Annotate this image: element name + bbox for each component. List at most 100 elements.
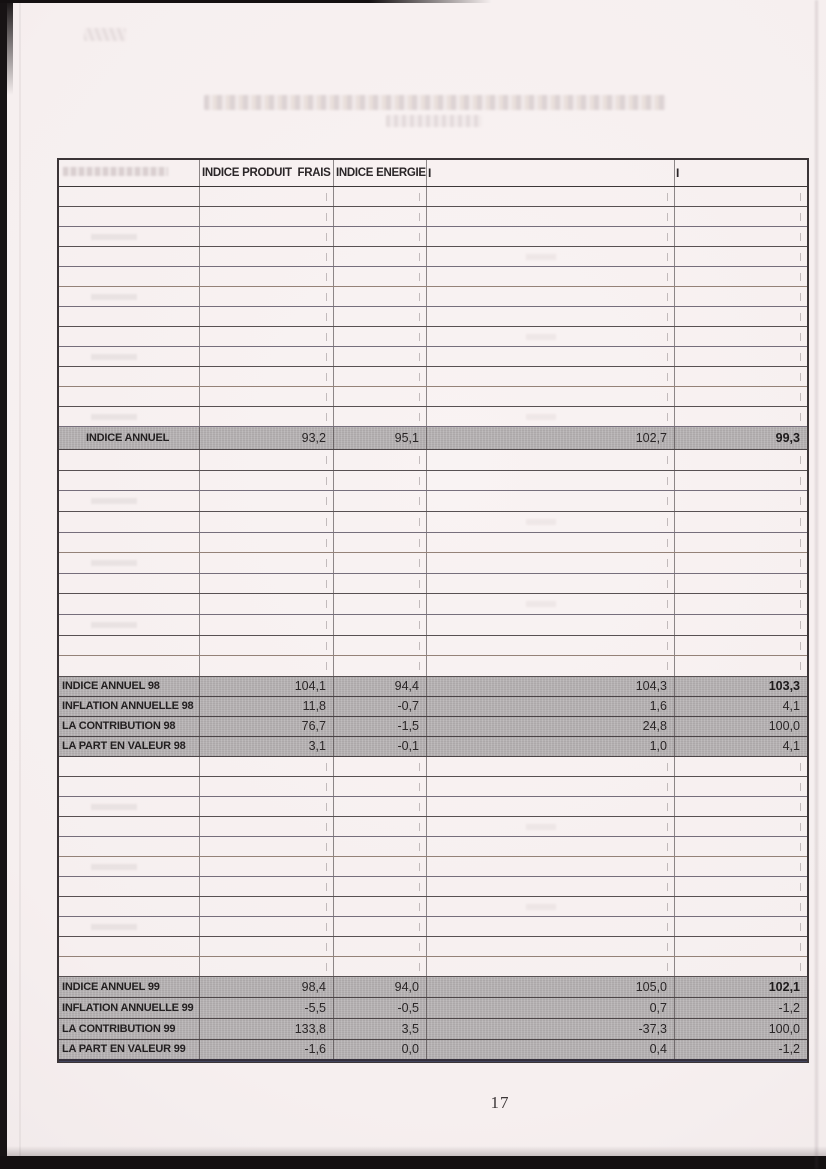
empty-cell bbox=[200, 511, 334, 532]
value-total: -1,2 bbox=[778, 1000, 800, 1015]
empty-cell bbox=[334, 796, 427, 816]
empty-table-row bbox=[59, 756, 807, 777]
empty-cell bbox=[675, 837, 807, 856]
empty-cell bbox=[427, 367, 675, 386]
empty-cell bbox=[59, 615, 200, 635]
empty-table-row bbox=[59, 553, 807, 574]
empty-cell bbox=[200, 796, 334, 816]
empty-table-row bbox=[59, 327, 807, 347]
empty-cell bbox=[200, 450, 334, 470]
empty-cell bbox=[427, 836, 675, 856]
empty-cell bbox=[59, 247, 200, 266]
summary-row-indice-annuel: INDICE ANNUEL 93,2 95,1 102,7 99,3 bbox=[59, 427, 807, 450]
value-col4: 1,0 bbox=[427, 736, 675, 756]
summary-row-inflation-annuelle-98: INFLATION ANNUELLE 98 11,8 -0,7 1,6 4,1 bbox=[59, 696, 807, 717]
empty-cell bbox=[59, 956, 200, 976]
empty-cell bbox=[200, 347, 334, 366]
empty-cell bbox=[59, 470, 200, 491]
header-cell-indice-energie: INDICE ENERGIE bbox=[334, 160, 427, 186]
value-col4: -37,3 bbox=[427, 1018, 675, 1039]
empty-cell bbox=[427, 511, 675, 532]
empty-cell bbox=[200, 876, 334, 896]
empty-cell bbox=[59, 856, 200, 876]
empty-cell bbox=[675, 817, 807, 836]
scan-edge-bottom-shadow bbox=[7, 1146, 826, 1156]
empty-table-row bbox=[59, 656, 807, 677]
empty-cell bbox=[427, 387, 675, 406]
value-energie: -0,1 bbox=[334, 736, 427, 756]
value-col4: 0,4 bbox=[427, 1039, 675, 1059]
empty-cell bbox=[200, 896, 334, 916]
empty-cell bbox=[59, 450, 200, 470]
empty-cell bbox=[427, 267, 675, 286]
empty-cell bbox=[334, 307, 427, 326]
empty-cell bbox=[675, 615, 807, 635]
empty-cell bbox=[334, 615, 427, 635]
empty-table-row bbox=[59, 836, 807, 857]
value-total: 4,1 bbox=[782, 739, 800, 754]
empty-cell bbox=[427, 470, 675, 491]
empty-cell bbox=[675, 471, 807, 491]
row-label: LA CONTRIBUTION 99 bbox=[59, 1018, 200, 1039]
row-label: LA PART EN VALEUR 99 bbox=[59, 1039, 200, 1059]
empty-cell bbox=[675, 656, 807, 676]
value-total: 103,3 bbox=[768, 679, 800, 694]
empty-cell bbox=[427, 615, 675, 635]
empty-cell bbox=[334, 207, 427, 226]
empty-table-row bbox=[59, 287, 807, 307]
empty-cell bbox=[675, 450, 807, 470]
empty-cell bbox=[334, 836, 427, 856]
empty-table-row bbox=[59, 307, 807, 327]
value-total: -1,2 bbox=[778, 1042, 800, 1057]
empty-rows-section-2 bbox=[59, 450, 807, 677]
empty-cell bbox=[334, 407, 427, 426]
empty-cell bbox=[59, 553, 200, 573]
empty-cell bbox=[427, 876, 675, 896]
empty-cell bbox=[675, 387, 807, 406]
empty-cell bbox=[427, 573, 675, 594]
empty-table-row bbox=[59, 532, 807, 554]
empty-cell bbox=[427, 776, 675, 796]
row-label: INFLATION ANNUELLE 98 bbox=[59, 696, 200, 716]
empty-cell bbox=[334, 635, 427, 656]
empty-cell bbox=[59, 367, 200, 386]
empty-cell bbox=[59, 267, 200, 286]
value-energie: 94,4 bbox=[334, 676, 427, 696]
empty-cell bbox=[675, 491, 807, 511]
empty-cell bbox=[427, 635, 675, 656]
empty-cell bbox=[200, 776, 334, 796]
empty-cell bbox=[59, 327, 200, 346]
empty-cell bbox=[200, 816, 334, 836]
value-produit-frais: -1,6 bbox=[200, 1039, 334, 1059]
value-produit-frais: 11,8 bbox=[200, 696, 334, 716]
empty-table-row bbox=[59, 615, 807, 636]
empty-cell bbox=[200, 307, 334, 326]
empty-table-row bbox=[59, 916, 807, 937]
summary-row-la-contribution-99: LA CONTRIBUTION 99 133,8 3,5 -37,3 100,0 bbox=[59, 1018, 807, 1040]
empty-rows-section-1 bbox=[59, 187, 807, 427]
summary-row-indice-annuel-98: INDICE ANNUEL 98 104,1 94,4 104,3 103,3 bbox=[59, 676, 807, 697]
empty-cell bbox=[675, 187, 807, 206]
empty-cell bbox=[675, 937, 807, 956]
value-total: 100,0 bbox=[768, 719, 800, 734]
faded-title bbox=[204, 95, 666, 110]
empty-cell bbox=[59, 307, 200, 326]
summary-row-la-part-en-valeur-98: LA PART EN VALEUR 98 3,1 -0,1 1,0 4,1 bbox=[59, 736, 807, 757]
empty-cell bbox=[675, 877, 807, 896]
empty-table-row bbox=[59, 227, 807, 247]
scan-edge-top bbox=[0, 0, 492, 3]
empty-cell bbox=[334, 956, 427, 976]
empty-cell bbox=[334, 816, 427, 836]
empty-cell bbox=[59, 511, 200, 532]
value-col4: 24,8 bbox=[427, 716, 675, 736]
empty-cell bbox=[334, 756, 427, 776]
indices-table: INDICE PRODUIT FRAIS INDICE ENERGIE I I … bbox=[57, 158, 809, 1063]
empty-cell bbox=[427, 327, 675, 346]
value-energie: -0,5 bbox=[334, 997, 427, 1018]
empty-table-row bbox=[59, 470, 807, 492]
empty-cell bbox=[200, 635, 334, 656]
empty-cell bbox=[334, 511, 427, 532]
empty-cell bbox=[200, 532, 334, 553]
empty-table-row bbox=[59, 635, 807, 657]
